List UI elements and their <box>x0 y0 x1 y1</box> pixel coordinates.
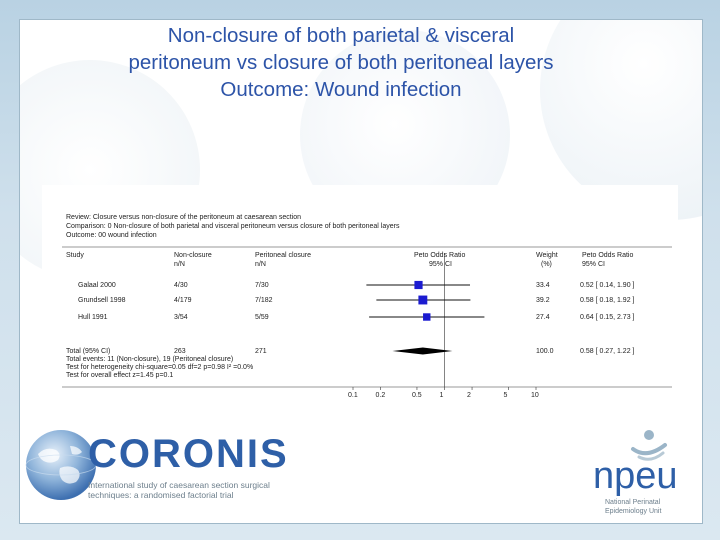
study-group2: 7/182 <box>255 297 273 304</box>
study-ci-text: 0.64 [ 0.15, 2.73 ] <box>580 314 635 321</box>
total-group2: 271 <box>255 348 267 355</box>
axis-tick-label: 10 <box>531 392 539 399</box>
axis-tick-label: 0.2 <box>375 392 386 399</box>
title-line: Outcome: Wound infection <box>220 78 462 101</box>
title-line: peritoneum vs closure of both peritoneal… <box>128 51 554 74</box>
npeu-mark-icon <box>631 430 667 461</box>
pooled-diamond <box>392 347 453 355</box>
header-weight-unit: (%) <box>541 261 552 268</box>
coronis-name: CORONIS <box>88 432 289 476</box>
npeu-logo: npeu National Perinatal Epidemiology Uni… <box>575 425 695 520</box>
study-group1: 4/30 <box>174 282 188 289</box>
study-name: Galaal 2000 <box>78 282 116 289</box>
study-group1: 4/179 <box>174 297 192 304</box>
review-text: Review: Closure versus non-closure of th… <box>66 214 302 221</box>
npeu-name: npeu <box>593 455 678 497</box>
header-group1: Non-closure <box>174 252 212 259</box>
header-or: Peto Odds Ratio <box>582 252 634 259</box>
study-point-square <box>414 280 423 290</box>
total-events-text: Total events: 11 (Non-closure), 19 (Peri… <box>66 356 234 363</box>
outcome-text: Outcome: 00 wound infection <box>66 232 157 239</box>
study-weight: 27.4 <box>536 314 550 321</box>
comparison-text: Comparison: 0 Non-closure of both pariet… <box>66 223 400 230</box>
axis-tick-label: 0.1 <box>348 392 358 399</box>
total-group1: 263 <box>174 348 186 355</box>
coronis-subtitle-line: International study of caesarean section… <box>88 480 270 490</box>
axis-tick-label: 0.5 <box>411 392 422 399</box>
header-effect-ci: 95% CI <box>429 261 452 268</box>
header-group2-unit: n/N <box>255 261 266 268</box>
forest-plot-graphics <box>42 185 678 403</box>
axis-tick-label: 5 <box>503 392 508 399</box>
forest-plot: Review: Closure versus non-closure of th… <box>42 185 678 403</box>
forest-plot-marks <box>352 280 537 390</box>
header-weight: Weight <box>536 252 558 259</box>
globe-icon <box>25 430 97 500</box>
study-ci-text: 0.58 [ 0.18, 1.92 ] <box>580 297 635 304</box>
total-weight: 100.0 <box>536 348 554 355</box>
total-ci-text: 0.58 [ 0.27, 1.22 ] <box>580 348 635 355</box>
total-name: Total (95% CI) <box>66 348 111 355</box>
npeu-subtitle-line: National Perinatal <box>605 499 661 506</box>
axis-tick-label: 2 <box>467 392 471 399</box>
coronis-subtitle-line: techniques: a randomised factorial trial <box>88 490 234 500</box>
npeu-subtitle: National Perinatal Epidemiology Unit <box>605 499 661 516</box>
overall-effect-text: Test for overall effect z=1.45 p=0.1 <box>66 372 174 379</box>
study-group2: 5/59 <box>255 314 269 321</box>
slide-title: Non-closure of both parietal & visceral … <box>20 22 662 103</box>
study-point-square <box>423 313 431 321</box>
title-line: Non-closure of both parietal & visceral <box>167 24 515 47</box>
study-ci-text: 0.52 [ 0.14, 1.90 ] <box>580 282 635 289</box>
coronis-subtitle: International study of caesarean section… <box>88 480 270 500</box>
study-weight: 39.2 <box>536 297 550 304</box>
study-group2: 7/30 <box>255 282 269 289</box>
header-group2: Peritoneal closure <box>255 252 312 259</box>
study-name: Hull 1991 <box>78 314 108 321</box>
header-study: Study <box>66 252 84 259</box>
axis-tick-label: 1 <box>439 392 444 399</box>
header-or-ci: 95% CI <box>582 261 605 268</box>
header-effect: Peto Odds Ratio <box>414 252 466 259</box>
forest-plot-background <box>42 185 678 403</box>
npeu-subtitle-line: Epidemiology Unit <box>605 507 662 515</box>
study-group1: 3/54 <box>174 314 188 321</box>
header-group1-unit: n/N <box>174 261 185 268</box>
study-point-square <box>418 295 428 305</box>
study-name: Grundsell 1998 <box>78 297 126 304</box>
heterogeneity-text: Test for heterogeneity chi-square=0.05 d… <box>66 364 254 371</box>
coronis-logo: CORONIS International study of caesarean… <box>12 420 312 515</box>
study-weight: 33.4 <box>536 282 550 289</box>
